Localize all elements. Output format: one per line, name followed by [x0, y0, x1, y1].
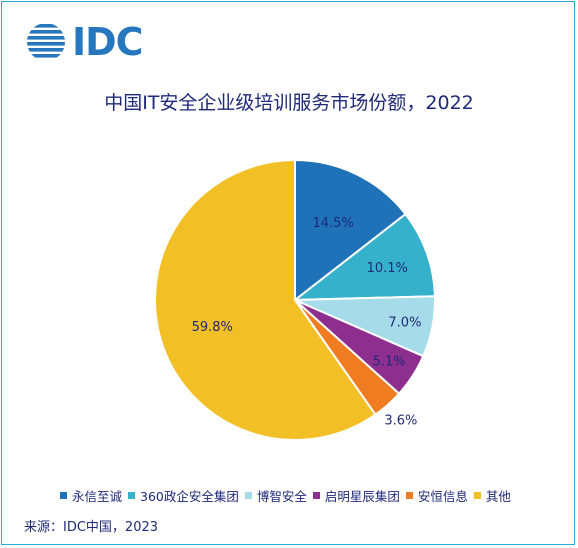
- legend-item-2: 博智安全: [244, 486, 307, 505]
- legend-swatch-3: [312, 492, 320, 499]
- idc-logo: IDC: [26, 20, 144, 64]
- legend-swatch-5: [473, 492, 481, 499]
- legend-item-5: 其他: [473, 486, 511, 505]
- legend-label-1: 360政企安全集团: [140, 489, 239, 504]
- legend-label-0: 永信至诚: [72, 489, 123, 504]
- legend-swatch-2: [244, 492, 252, 499]
- logo-text: IDC: [72, 20, 144, 64]
- legend-label-3: 启明星辰集团: [324, 489, 400, 504]
- slice-label-4: 3.6%: [384, 413, 417, 428]
- legend-label-4: 安恒信息: [417, 489, 468, 504]
- chart-legend: 永信至诚 360政企安全集团 博智安全 启明星辰集团 安恒信息 其他: [60, 486, 517, 505]
- slice-label-1: 10.1%: [367, 261, 408, 276]
- legend-label-5: 其他: [485, 489, 511, 504]
- slice-label-2: 7.0%: [388, 315, 421, 330]
- pie-slice-0: [294, 158, 407, 303]
- slice-label-0: 14.5%: [312, 216, 353, 231]
- slice-label-3: 5.1%: [373, 355, 406, 370]
- globe-icon: [27, 24, 65, 58]
- legend-swatch-1: [128, 492, 136, 499]
- pie-chart: 14.5% 10.1% 7.0% 5.1% 3.6% 59.8%: [154, 158, 436, 441]
- legend-item-1: 360政企安全集团: [128, 486, 239, 505]
- source-note: 来源：IDC中国，2023: [24, 520, 159, 535]
- pie-labels: 14.5% 10.1% 7.0% 5.1% 3.6% 59.8%: [192, 216, 422, 428]
- legend-item-0: 永信至诚: [60, 486, 122, 505]
- slice-label-5: 59.8%: [192, 320, 233, 335]
- pie-slices: [154, 158, 436, 441]
- legend-swatch-0: [60, 492, 67, 499]
- legend-swatch-4: [405, 492, 413, 499]
- legend-item-3: 启明星辰集团: [312, 486, 400, 505]
- pie-slice-1: [291, 212, 436, 302]
- legend-label-2: 博智安全: [256, 489, 307, 504]
- chart-title: 中国IT安全企业级培训服务市场份额，2022: [104, 92, 474, 114]
- pie-slice-5: [154, 158, 377, 441]
- legend-item-4: 安恒信息: [405, 486, 468, 505]
